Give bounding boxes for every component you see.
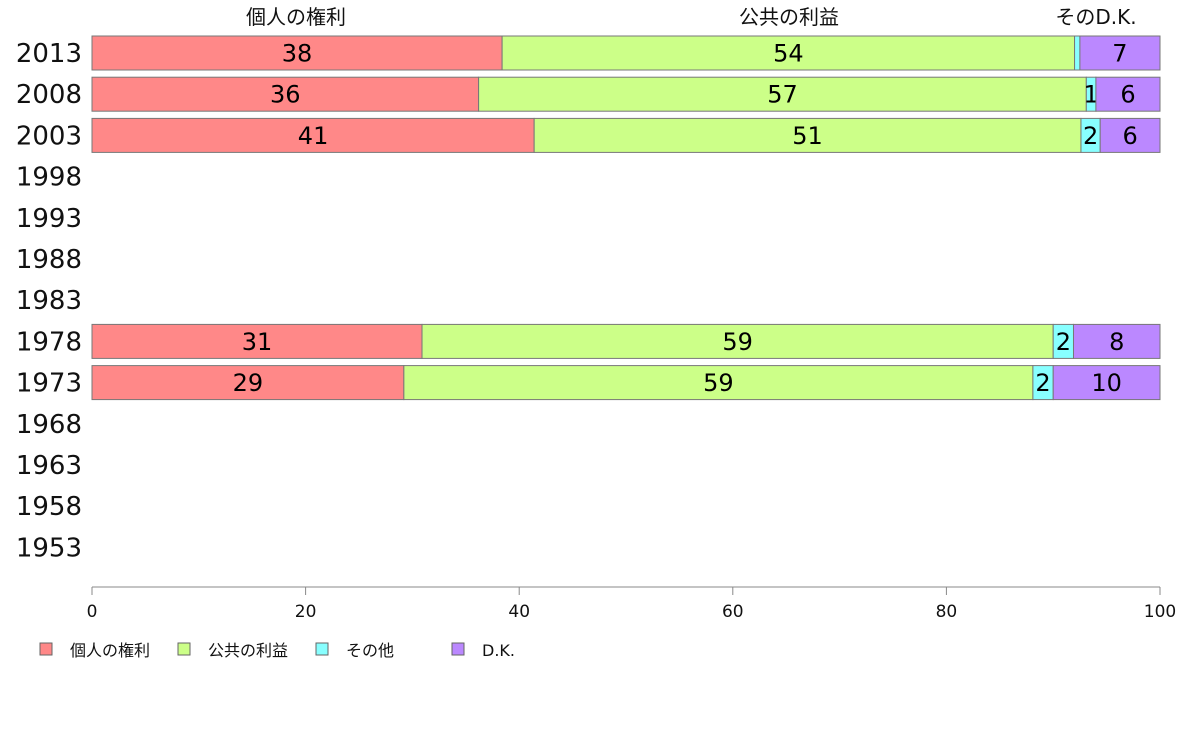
data-label: 38: [282, 40, 313, 68]
bar-segment: [1099, 117, 1161, 153]
x-tick-label: 80: [936, 602, 958, 622]
data-label: 59: [722, 328, 753, 356]
column-header: 個人の権利: [246, 5, 346, 29]
year-label: 1963: [16, 451, 82, 481]
x-tick-label: 20: [295, 602, 317, 622]
year-label: 1993: [16, 204, 82, 234]
data-label: 54: [773, 40, 804, 68]
year-labels: 2013 2008 2003 1998 1993 1988 1983 1978 1973 1968…: [16, 39, 82, 563]
year-label: 1998: [16, 163, 82, 193]
bar-segment: [501, 35, 1076, 71]
bar-segment: [1052, 365, 1161, 401]
data-label: 2: [1083, 122, 1098, 150]
x-tick-label: 100: [1144, 602, 1176, 622]
bar-segment: [91, 76, 480, 112]
legend-label: D.K.: [482, 641, 515, 660]
column-header: そのD.K.: [1055, 5, 1136, 29]
data-label: 36: [270, 81, 301, 109]
year-label: 1978: [16, 327, 82, 357]
data-label: 7: [1112, 40, 1127, 68]
year-label: 1988: [16, 245, 82, 275]
bar-segment: [421, 323, 1054, 359]
bar-segment: [1095, 76, 1161, 112]
year-label: 2003: [16, 121, 82, 151]
legend-label: 公共の利益: [208, 641, 288, 660]
column-headers: 個人の権利 公共の利益 そのD.K.: [246, 5, 1137, 29]
data-label: 2: [1035, 369, 1050, 397]
year-label: 1953: [16, 533, 82, 563]
data-label: 1: [1083, 81, 1098, 109]
data-label: 10: [1091, 369, 1122, 397]
year-label: 1973: [16, 369, 82, 399]
data-label: 31: [242, 328, 273, 356]
legend: 個人の権利 公共の利益 その他 D.K.: [39, 641, 515, 660]
bar-segment: [91, 117, 535, 153]
year-label: 1968: [16, 410, 82, 440]
data-label: 8: [1109, 328, 1124, 356]
data-label: 6: [1122, 122, 1137, 150]
legend-swatch: [451, 642, 465, 656]
year-label: 1958: [16, 492, 82, 522]
legend-swatch: [39, 642, 53, 656]
legend-label: 個人の権利: [70, 641, 150, 660]
year-label: 2013: [16, 39, 82, 69]
bar-segment: [91, 35, 503, 71]
bar-segment: [1072, 323, 1161, 359]
data-label: 2: [1056, 328, 1071, 356]
bar-segment: [91, 323, 423, 359]
data-label: 51: [792, 122, 823, 150]
legend-label: その他: [346, 641, 394, 660]
bar-segment: [1079, 35, 1161, 71]
column-header: 公共の利益: [739, 5, 839, 29]
x-tick-label: 40: [508, 602, 530, 622]
legend-swatch: [315, 642, 329, 656]
legend-swatch: [177, 642, 191, 656]
data-label: 41: [298, 122, 329, 150]
bar-segment: [478, 76, 1087, 112]
data-label: 59: [703, 369, 734, 397]
x-tick-label: 0: [87, 602, 98, 622]
x-axis: 0 20 40 60 80 100: [87, 586, 1176, 622]
bar-segment: [403, 365, 1034, 401]
year-label: 2008: [16, 80, 82, 110]
data-label: 29: [233, 369, 264, 397]
x-tick-label: 60: [722, 602, 744, 622]
bar-segment: [533, 117, 1082, 153]
data-label: 57: [767, 81, 798, 109]
bar-segment: [1074, 35, 1081, 71]
data-label: 6: [1120, 81, 1135, 109]
year-label: 1983: [16, 286, 82, 316]
bars: 38 54 736 57 1 641 51 2 631 59 2 829 59 2 10: [91, 35, 1161, 401]
